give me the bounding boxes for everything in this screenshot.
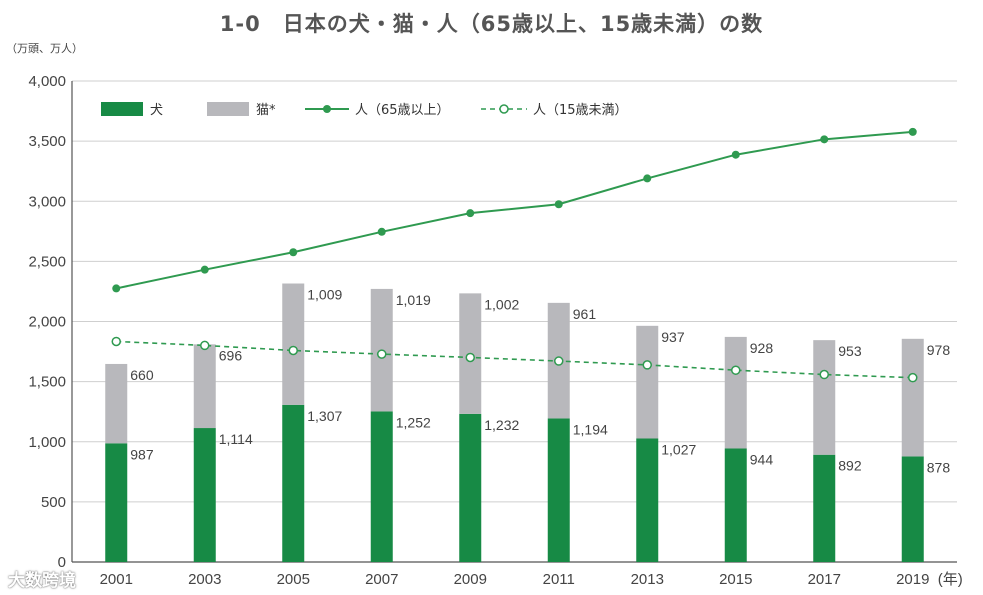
bar-dog [724, 448, 747, 562]
y-tick-label: 2,500 [28, 253, 66, 270]
bar-dog [636, 438, 659, 562]
bar-dog [282, 404, 305, 562]
bar-cat [636, 325, 659, 439]
chart-title: 1-0 日本の犬・猫・人（65歳以上、15歳未満）の数 [219, 12, 764, 36]
bar-cat [724, 336, 747, 449]
x-tick-label: 2005 [277, 571, 310, 588]
bar-dog [105, 443, 128, 562]
x-tick-label: 2003 [188, 571, 221, 588]
point-elderly [643, 174, 652, 183]
y-tick-label: 3,500 [28, 133, 66, 150]
point-children [288, 345, 298, 356]
x-tick-label: 2001 [100, 571, 133, 588]
y-axis-label: （万頭、万人） [6, 42, 83, 55]
point-children [377, 349, 387, 359]
data-label-dog: 1,252 [396, 414, 431, 430]
point-children [554, 356, 564, 366]
y-tick-label: 4,000 [28, 73, 66, 90]
data-label-cat: 953 [838, 343, 862, 359]
bar-dog [459, 413, 482, 562]
data-label-cat: 1,019 [396, 292, 431, 308]
x-tick-label: 2013 [631, 571, 664, 588]
data-label-cat: 1,002 [484, 296, 519, 312]
y-tick-label: 1,500 [28, 374, 66, 391]
point-elderly [289, 248, 298, 257]
x-tick-label: 2011 [543, 571, 575, 588]
data-label-cat: 660 [130, 367, 154, 383]
legend-label-cat: 猫* [256, 103, 276, 118]
bar-cat [282, 283, 305, 405]
point-children [200, 340, 210, 351]
data-label-dog: 892 [838, 458, 862, 474]
data-label-dog: 1,307 [307, 408, 342, 424]
point-children [111, 336, 121, 347]
data-label-dog: 1,232 [484, 417, 519, 433]
point-elderly [377, 227, 386, 236]
point-elderly [466, 209, 475, 218]
point-children [819, 369, 829, 380]
bar-dog [370, 411, 393, 562]
data-label-dog: 944 [750, 451, 774, 467]
point-children [642, 360, 652, 370]
y-tick-label: 1,000 [28, 434, 66, 451]
x-axis-unit: (年) [938, 571, 963, 588]
bar-dog [193, 428, 216, 562]
point-elderly [908, 127, 917, 136]
legend-swatch-dog [101, 102, 143, 116]
bar-dog [901, 456, 924, 562]
legend-label-dog: 犬 [150, 103, 163, 118]
x-tick-label: 2015 [719, 571, 752, 588]
data-label-cat: 696 [219, 347, 243, 363]
point-elderly [200, 265, 209, 274]
legend-marker-elderly [323, 105, 331, 113]
data-label-cat: 978 [927, 342, 951, 358]
legend-marker-children [499, 104, 509, 114]
point-elderly [731, 150, 740, 159]
x-tick-label: 2019 [896, 571, 929, 588]
x-tick-label: 2017 [808, 571, 841, 588]
line-children [116, 340, 913, 379]
y-tick-label: 3,000 [28, 193, 66, 210]
y-tick-label: 500 [41, 494, 66, 511]
point-children [731, 365, 741, 375]
bar-dog [813, 454, 836, 562]
y-tick-label: 0 [58, 554, 66, 571]
bar-cat [901, 338, 924, 457]
bar-dog [547, 418, 570, 562]
bar-cat [193, 344, 216, 429]
data-label-cat: 961 [573, 306, 597, 322]
point-elderly [112, 284, 121, 293]
data-label-cat: 937 [661, 329, 685, 345]
data-label-cat: 928 [750, 340, 774, 356]
data-label-cat: 1,009 [307, 287, 342, 303]
bar-cat [105, 363, 128, 444]
x-tick-label: 2009 [454, 571, 487, 588]
data-label-dog: 987 [130, 446, 154, 462]
legend-label-children: 人（15歳未満） [533, 103, 628, 118]
data-label-dog: 1,194 [573, 421, 608, 437]
legend-label-elderly: 人（65歳以上） [355, 103, 450, 118]
legend-swatch-cat [207, 102, 249, 116]
data-label-dog: 878 [927, 459, 951, 475]
data-label-dog: 1,114 [219, 431, 253, 447]
data-label-dog: 1,027 [661, 442, 696, 458]
watermark: 大数跨境 [8, 571, 76, 591]
point-children [908, 372, 918, 383]
point-elderly [554, 200, 563, 209]
bar-cat [813, 340, 836, 455]
point-children [465, 352, 475, 363]
x-tick-label: 2007 [365, 571, 398, 588]
y-tick-label: 2,000 [28, 314, 66, 331]
point-elderly [820, 135, 829, 144]
line-elderly [116, 130, 913, 290]
